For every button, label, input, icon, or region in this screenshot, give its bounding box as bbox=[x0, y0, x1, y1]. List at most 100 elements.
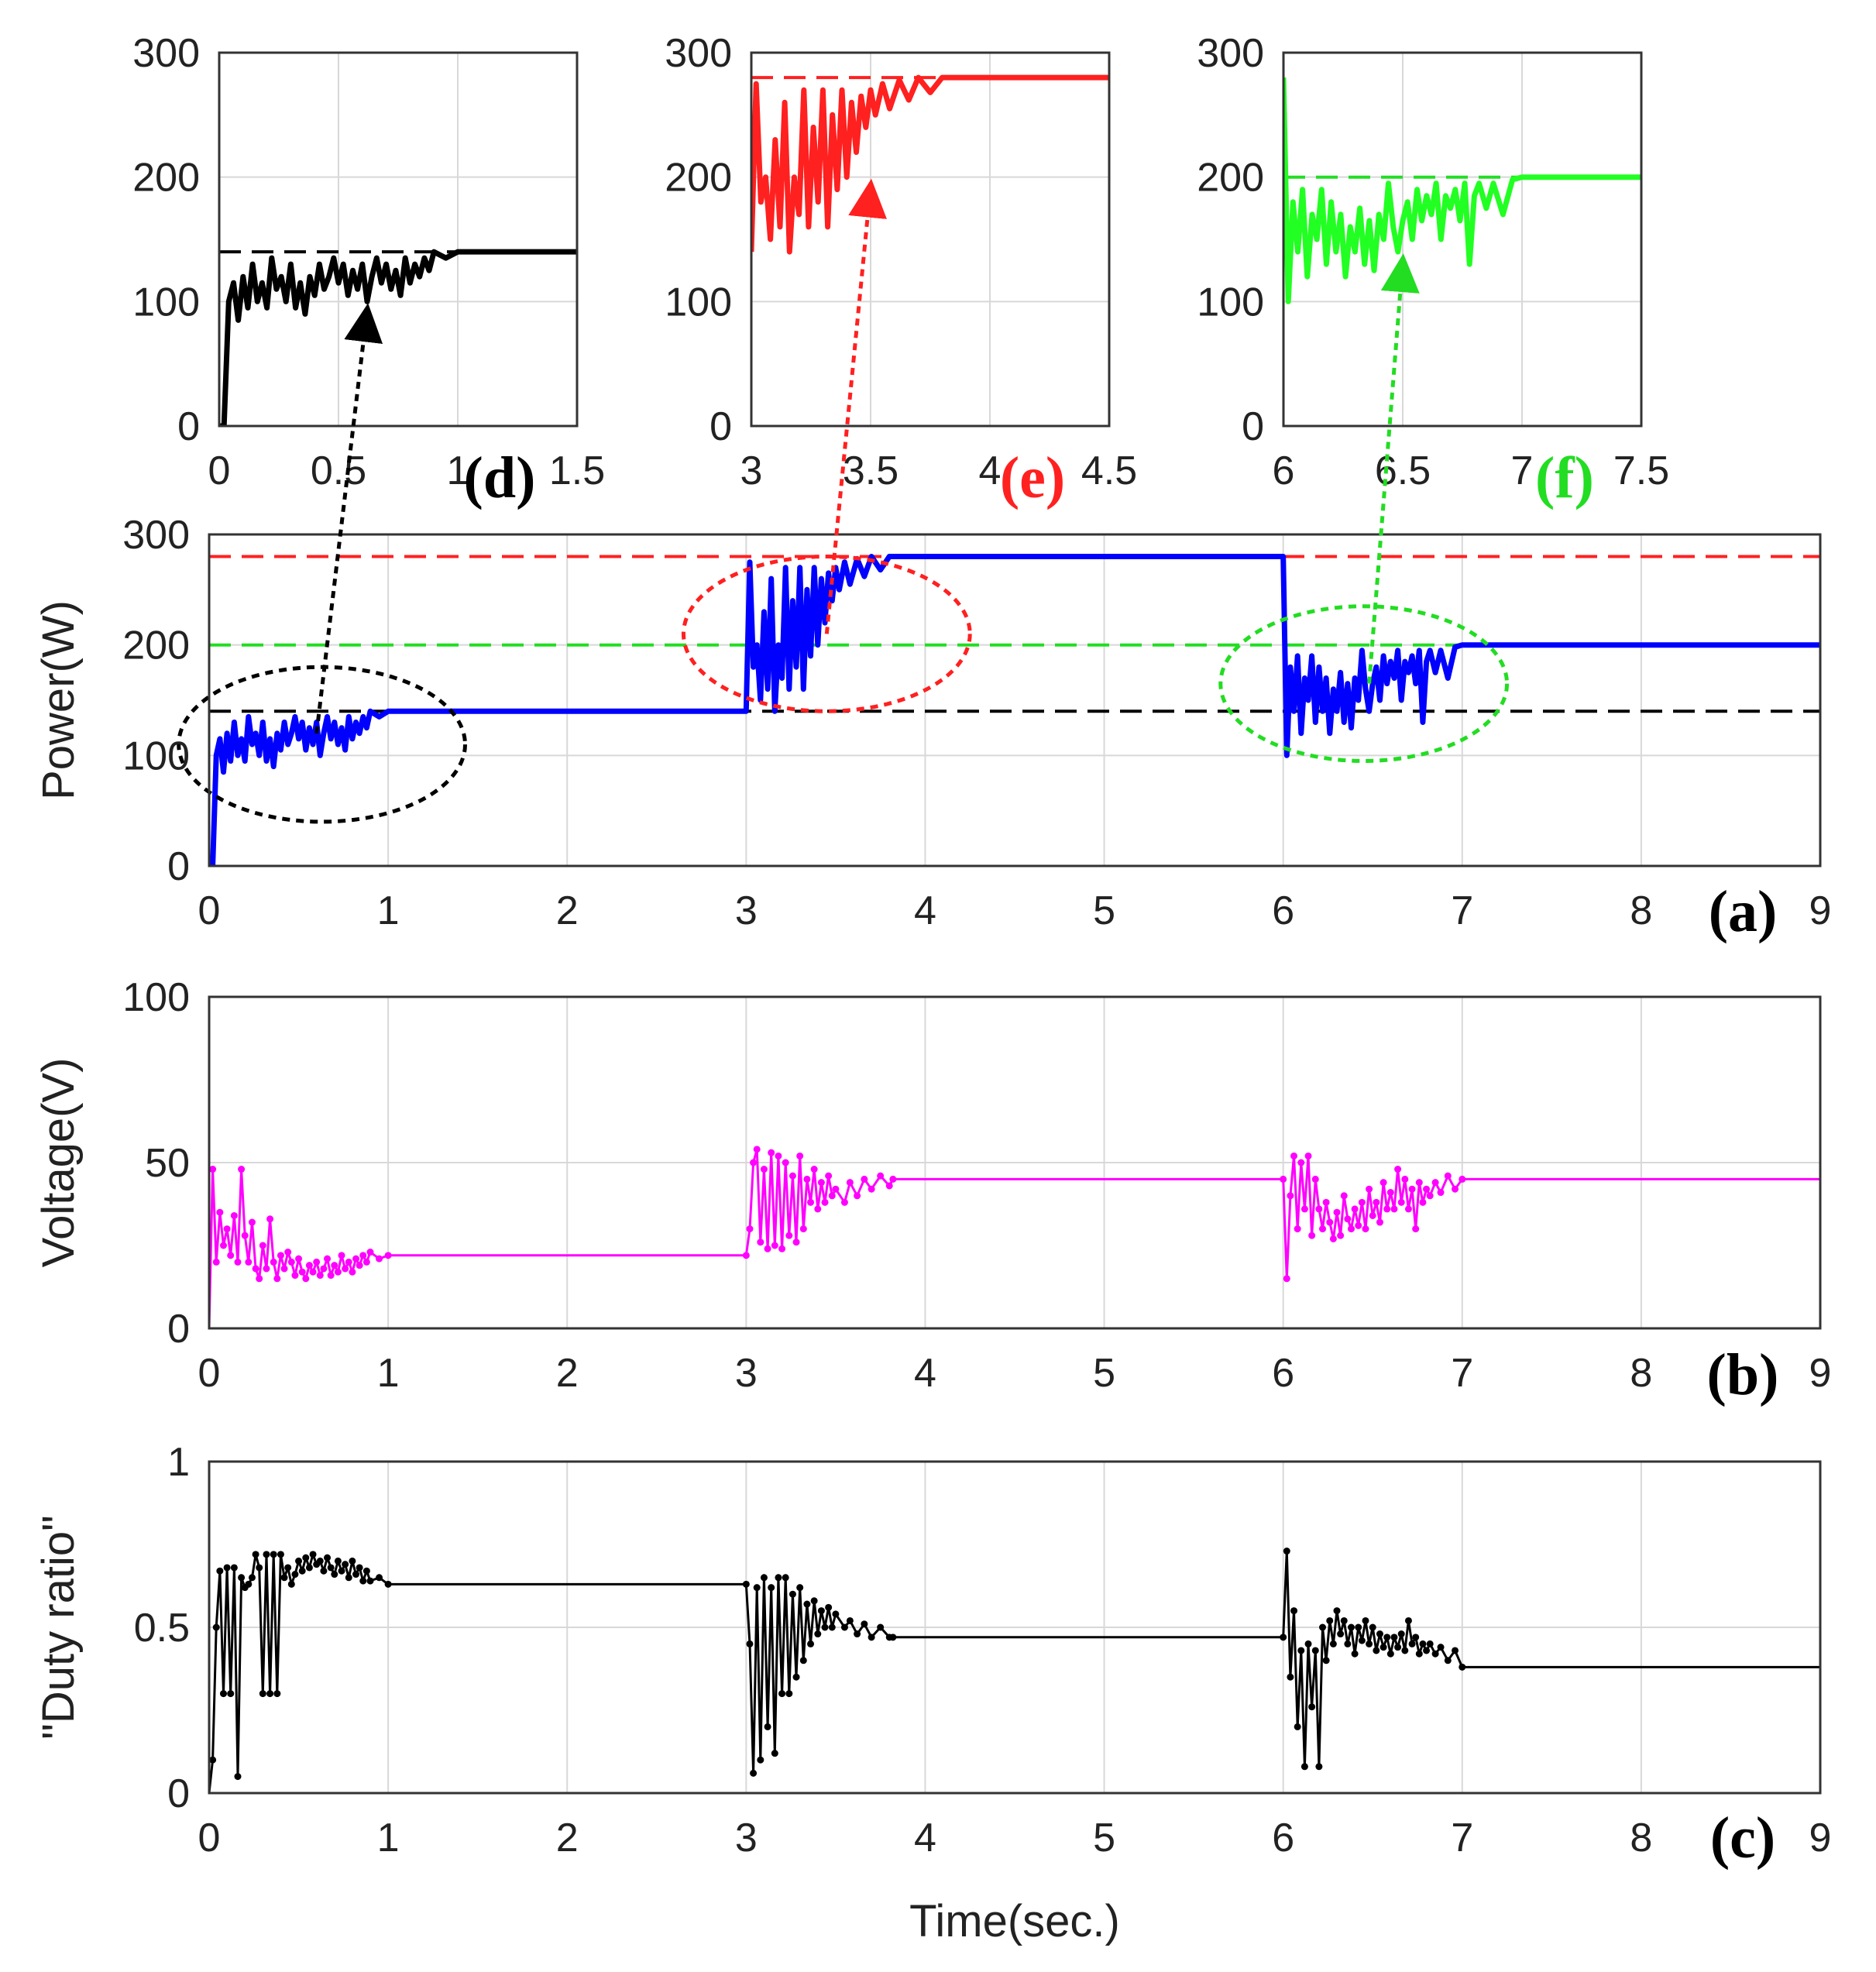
data-point bbox=[792, 1239, 800, 1246]
data-point bbox=[1304, 1640, 1312, 1647]
data-point bbox=[1333, 1208, 1341, 1216]
data-point bbox=[1380, 1179, 1387, 1187]
data-point bbox=[742, 1252, 750, 1259]
x-tick-label: 7 bbox=[1451, 1351, 1473, 1396]
data-point bbox=[768, 1584, 775, 1592]
data-point bbox=[799, 1657, 807, 1665]
x-tick-label: 1 bbox=[377, 1816, 400, 1860]
data-point bbox=[771, 1750, 778, 1757]
data-point bbox=[1401, 1175, 1409, 1183]
series-line bbox=[751, 74, 1109, 255]
data-point bbox=[230, 1564, 238, 1572]
data-point bbox=[320, 1265, 328, 1273]
data-point bbox=[238, 1166, 246, 1173]
data-point bbox=[1401, 1647, 1409, 1654]
data-point bbox=[1369, 1211, 1376, 1219]
data-point bbox=[238, 1574, 246, 1582]
data-point bbox=[234, 1258, 242, 1266]
data-point bbox=[356, 1262, 363, 1269]
x-tick-label: 4 bbox=[914, 1816, 936, 1860]
x-tick-label: 6 bbox=[1272, 888, 1294, 933]
data-point bbox=[1408, 1185, 1416, 1193]
x-tick-label: 9 bbox=[1809, 888, 1832, 933]
data-point bbox=[877, 1623, 885, 1631]
data-point bbox=[305, 1262, 313, 1269]
x-tick-label: 0 bbox=[198, 888, 221, 933]
zoom-link-arrow bbox=[1367, 253, 1420, 684]
data-point bbox=[1287, 1673, 1294, 1681]
data-point bbox=[295, 1557, 303, 1565]
data-point bbox=[305, 1564, 313, 1572]
data-point bbox=[1444, 1172, 1452, 1180]
data-point bbox=[1337, 1232, 1345, 1239]
data-point bbox=[302, 1275, 310, 1283]
data-point bbox=[219, 1690, 227, 1698]
data-point bbox=[1437, 1189, 1445, 1197]
data-point bbox=[266, 1690, 274, 1698]
data-point bbox=[1304, 1152, 1312, 1159]
data-point bbox=[291, 1272, 299, 1280]
panel-label-f: (f) bbox=[1535, 445, 1594, 510]
zoom-ellipse bbox=[177, 665, 467, 824]
data-point bbox=[1347, 1225, 1355, 1233]
data-point bbox=[846, 1179, 854, 1187]
data-point bbox=[327, 1564, 335, 1572]
data-point bbox=[832, 1185, 840, 1193]
data-point bbox=[1290, 1152, 1298, 1159]
data-point bbox=[1315, 1763, 1323, 1771]
data-point bbox=[1423, 1185, 1431, 1193]
data-point bbox=[302, 1554, 310, 1561]
data-point bbox=[817, 1607, 825, 1615]
data-point bbox=[778, 1245, 786, 1252]
data-point bbox=[1404, 1205, 1412, 1213]
data-point bbox=[223, 1225, 231, 1233]
data-point bbox=[810, 1597, 818, 1605]
data-point bbox=[889, 1634, 897, 1641]
y-tick-label: 0.5 bbox=[134, 1606, 190, 1651]
x-tick-label: 7.5 bbox=[1613, 448, 1669, 493]
data-point bbox=[295, 1255, 303, 1263]
data-point bbox=[764, 1723, 771, 1730]
x-tick-label: 2 bbox=[556, 1351, 579, 1396]
data-point bbox=[342, 1561, 349, 1568]
x-tick-label: 4.5 bbox=[1081, 448, 1137, 493]
x-tick-label: 4 bbox=[914, 1351, 936, 1396]
data-point bbox=[1280, 1175, 1287, 1183]
data-point bbox=[1415, 1179, 1423, 1187]
data-point bbox=[1444, 1657, 1452, 1665]
data-point bbox=[359, 1577, 367, 1585]
y-tick-label: 100 bbox=[132, 280, 200, 325]
panel-label-c: (c) bbox=[1710, 1805, 1775, 1871]
x-tick-label: 1 bbox=[377, 888, 400, 933]
data-point bbox=[1452, 1647, 1459, 1654]
axes-frame bbox=[1282, 51, 1643, 428]
data-point bbox=[284, 1564, 292, 1572]
panel-label-a: (a) bbox=[1709, 879, 1778, 944]
x-tick-label: 8 bbox=[1630, 1816, 1652, 1860]
series-line bbox=[1283, 77, 1641, 304]
data-point bbox=[1329, 1235, 1337, 1242]
x-tick-label: 0.5 bbox=[311, 448, 366, 493]
data-point bbox=[320, 1567, 328, 1575]
data-point bbox=[1412, 1225, 1420, 1233]
panel-d: 0 0.5 1 1.5 0 100 200 300 (d) bbox=[132, 31, 605, 510]
data-point bbox=[1386, 1189, 1394, 1197]
data-point bbox=[324, 1255, 332, 1263]
x-tick-label: 6 bbox=[1273, 448, 1295, 493]
data-point bbox=[345, 1574, 352, 1582]
data-point bbox=[1351, 1205, 1359, 1213]
x-tick-label: 3.5 bbox=[843, 448, 898, 493]
data-point bbox=[1383, 1205, 1391, 1213]
data-point bbox=[746, 1640, 754, 1647]
data-point bbox=[287, 1258, 295, 1266]
x-tick-label: 5 bbox=[1093, 888, 1115, 933]
zoom-ellipse bbox=[1218, 604, 1510, 763]
data-point bbox=[345, 1258, 352, 1266]
data-point bbox=[1366, 1640, 1373, 1647]
y-tick-label: 0 bbox=[167, 1307, 190, 1352]
data-point bbox=[1423, 1647, 1431, 1654]
data-point bbox=[270, 1258, 277, 1266]
data-point bbox=[298, 1567, 306, 1575]
data-point bbox=[245, 1258, 253, 1266]
